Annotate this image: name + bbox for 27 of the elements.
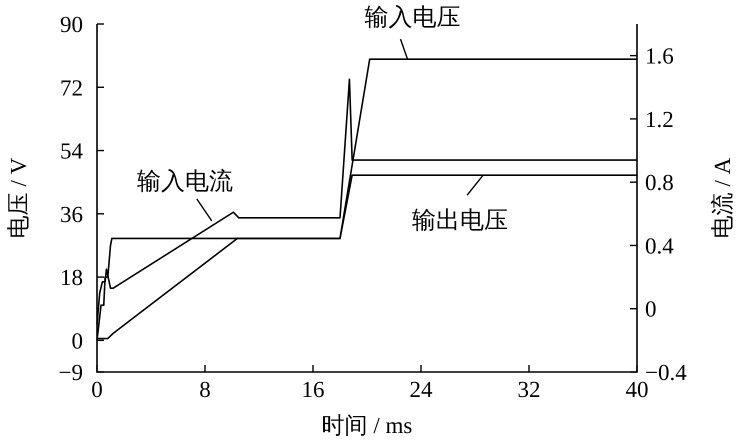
y-tick-label: 36	[60, 202, 83, 227]
y-tick-label: 90	[60, 12, 83, 37]
y2-tick-label: 1.6	[645, 44, 674, 69]
y-tick-label: 54	[60, 138, 84, 164]
annotation: 输出电压	[412, 208, 508, 234]
y-axis-title: 电压 / V	[6, 157, 31, 238]
x-tick-label: 16	[302, 377, 324, 402]
x-tick-label: 8	[199, 377, 211, 402]
y-tick-label: 72	[60, 75, 83, 100]
x-tick-label: 24	[410, 377, 433, 402]
annotation: 输入电压	[364, 5, 460, 60]
y2-tick-label: 0	[645, 296, 656, 322]
x-tick-label: 0	[91, 377, 103, 402]
y2-tick-label: 0.4	[645, 233, 674, 258]
annotation: 输出电压	[412, 174, 508, 234]
y-tick-label: 0	[72, 328, 83, 354]
x-tick-label: 32	[518, 377, 540, 402]
y2-axis-title: 电流 / A	[710, 157, 735, 238]
annotation: 输入电压	[364, 4, 460, 32]
y2-tick-label: 0.8	[645, 170, 674, 196]
annotation: 输入电流	[136, 168, 233, 222]
y-tick-label: 18	[60, 265, 83, 290]
annotation: 输入电流	[136, 168, 233, 195]
y2-tick-label: 1.2	[645, 106, 674, 132]
y-tick-label: −9	[58, 360, 83, 385]
x-tick-label: 40	[626, 377, 648, 402]
x-axis-title: 时间 / ms	[322, 413, 412, 438]
